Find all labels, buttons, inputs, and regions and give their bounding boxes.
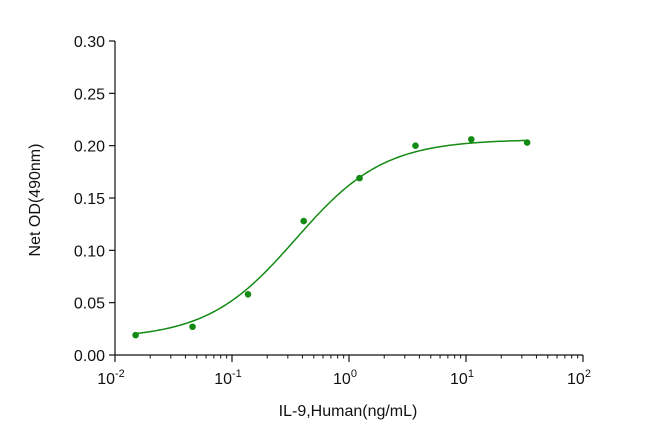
y-axis-label: Net OD(490nm)	[27, 144, 44, 257]
y-tick-label: 0.15	[74, 191, 105, 208]
x-axis-label: IL-9,Human(ng/mL)	[279, 403, 418, 420]
x-tick-label: 101	[450, 368, 474, 388]
x-tick-label: 100	[333, 368, 357, 388]
data-point	[412, 142, 419, 149]
y-tick-label: 0.30	[74, 34, 105, 51]
data-point	[523, 139, 531, 146]
data-points	[132, 136, 531, 339]
data-point	[468, 136, 475, 143]
axes	[114, 41, 583, 356]
x-tick-label: 102	[567, 368, 591, 388]
y-axis-ticks: 0.00 0.05 0.10 0.15 0.20 0.25 0.30	[74, 34, 115, 365]
x-tick-label: 10-1	[214, 368, 242, 388]
x-tick-label: 10-2	[97, 368, 125, 388]
data-point	[300, 217, 307, 225]
y-tick-label: 0.00	[74, 348, 105, 365]
data-point	[244, 290, 252, 298]
x-axis-ticks: 10-2 10-1 100 101 102	[97, 355, 591, 388]
y-tick-label: 0.05	[74, 296, 105, 313]
y-tick-label: 0.20	[74, 139, 105, 156]
y-tick-label: 0.10	[74, 243, 105, 260]
data-point	[189, 323, 196, 331]
data-point	[132, 331, 139, 339]
fit-curve	[135, 139, 528, 335]
data-point	[356, 174, 363, 182]
y-tick-label: 0.25	[74, 86, 105, 103]
